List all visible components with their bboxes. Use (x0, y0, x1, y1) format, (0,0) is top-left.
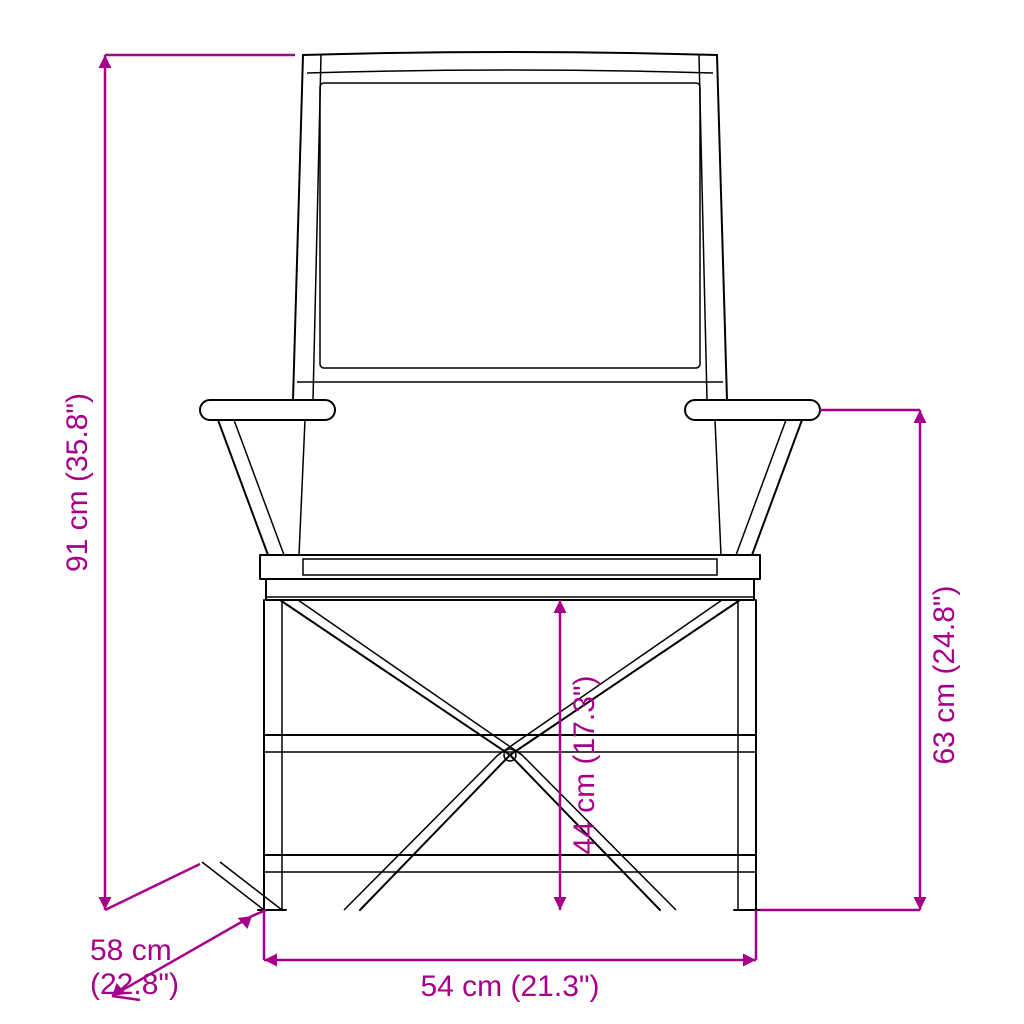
dim-arm-height: 63 cm (24.8") (928, 585, 961, 764)
dim-total-height: 91 cm (35.8") (61, 393, 94, 572)
dimension-lines (105, 55, 920, 1000)
dim-width: 54 cm (21.3") (420, 970, 599, 1003)
chair-drawing (200, 83, 820, 761)
dim-depth: 58 cm(22.8") (90, 934, 179, 1001)
dim-seat-height: 44 cm (17.3") (568, 675, 601, 854)
